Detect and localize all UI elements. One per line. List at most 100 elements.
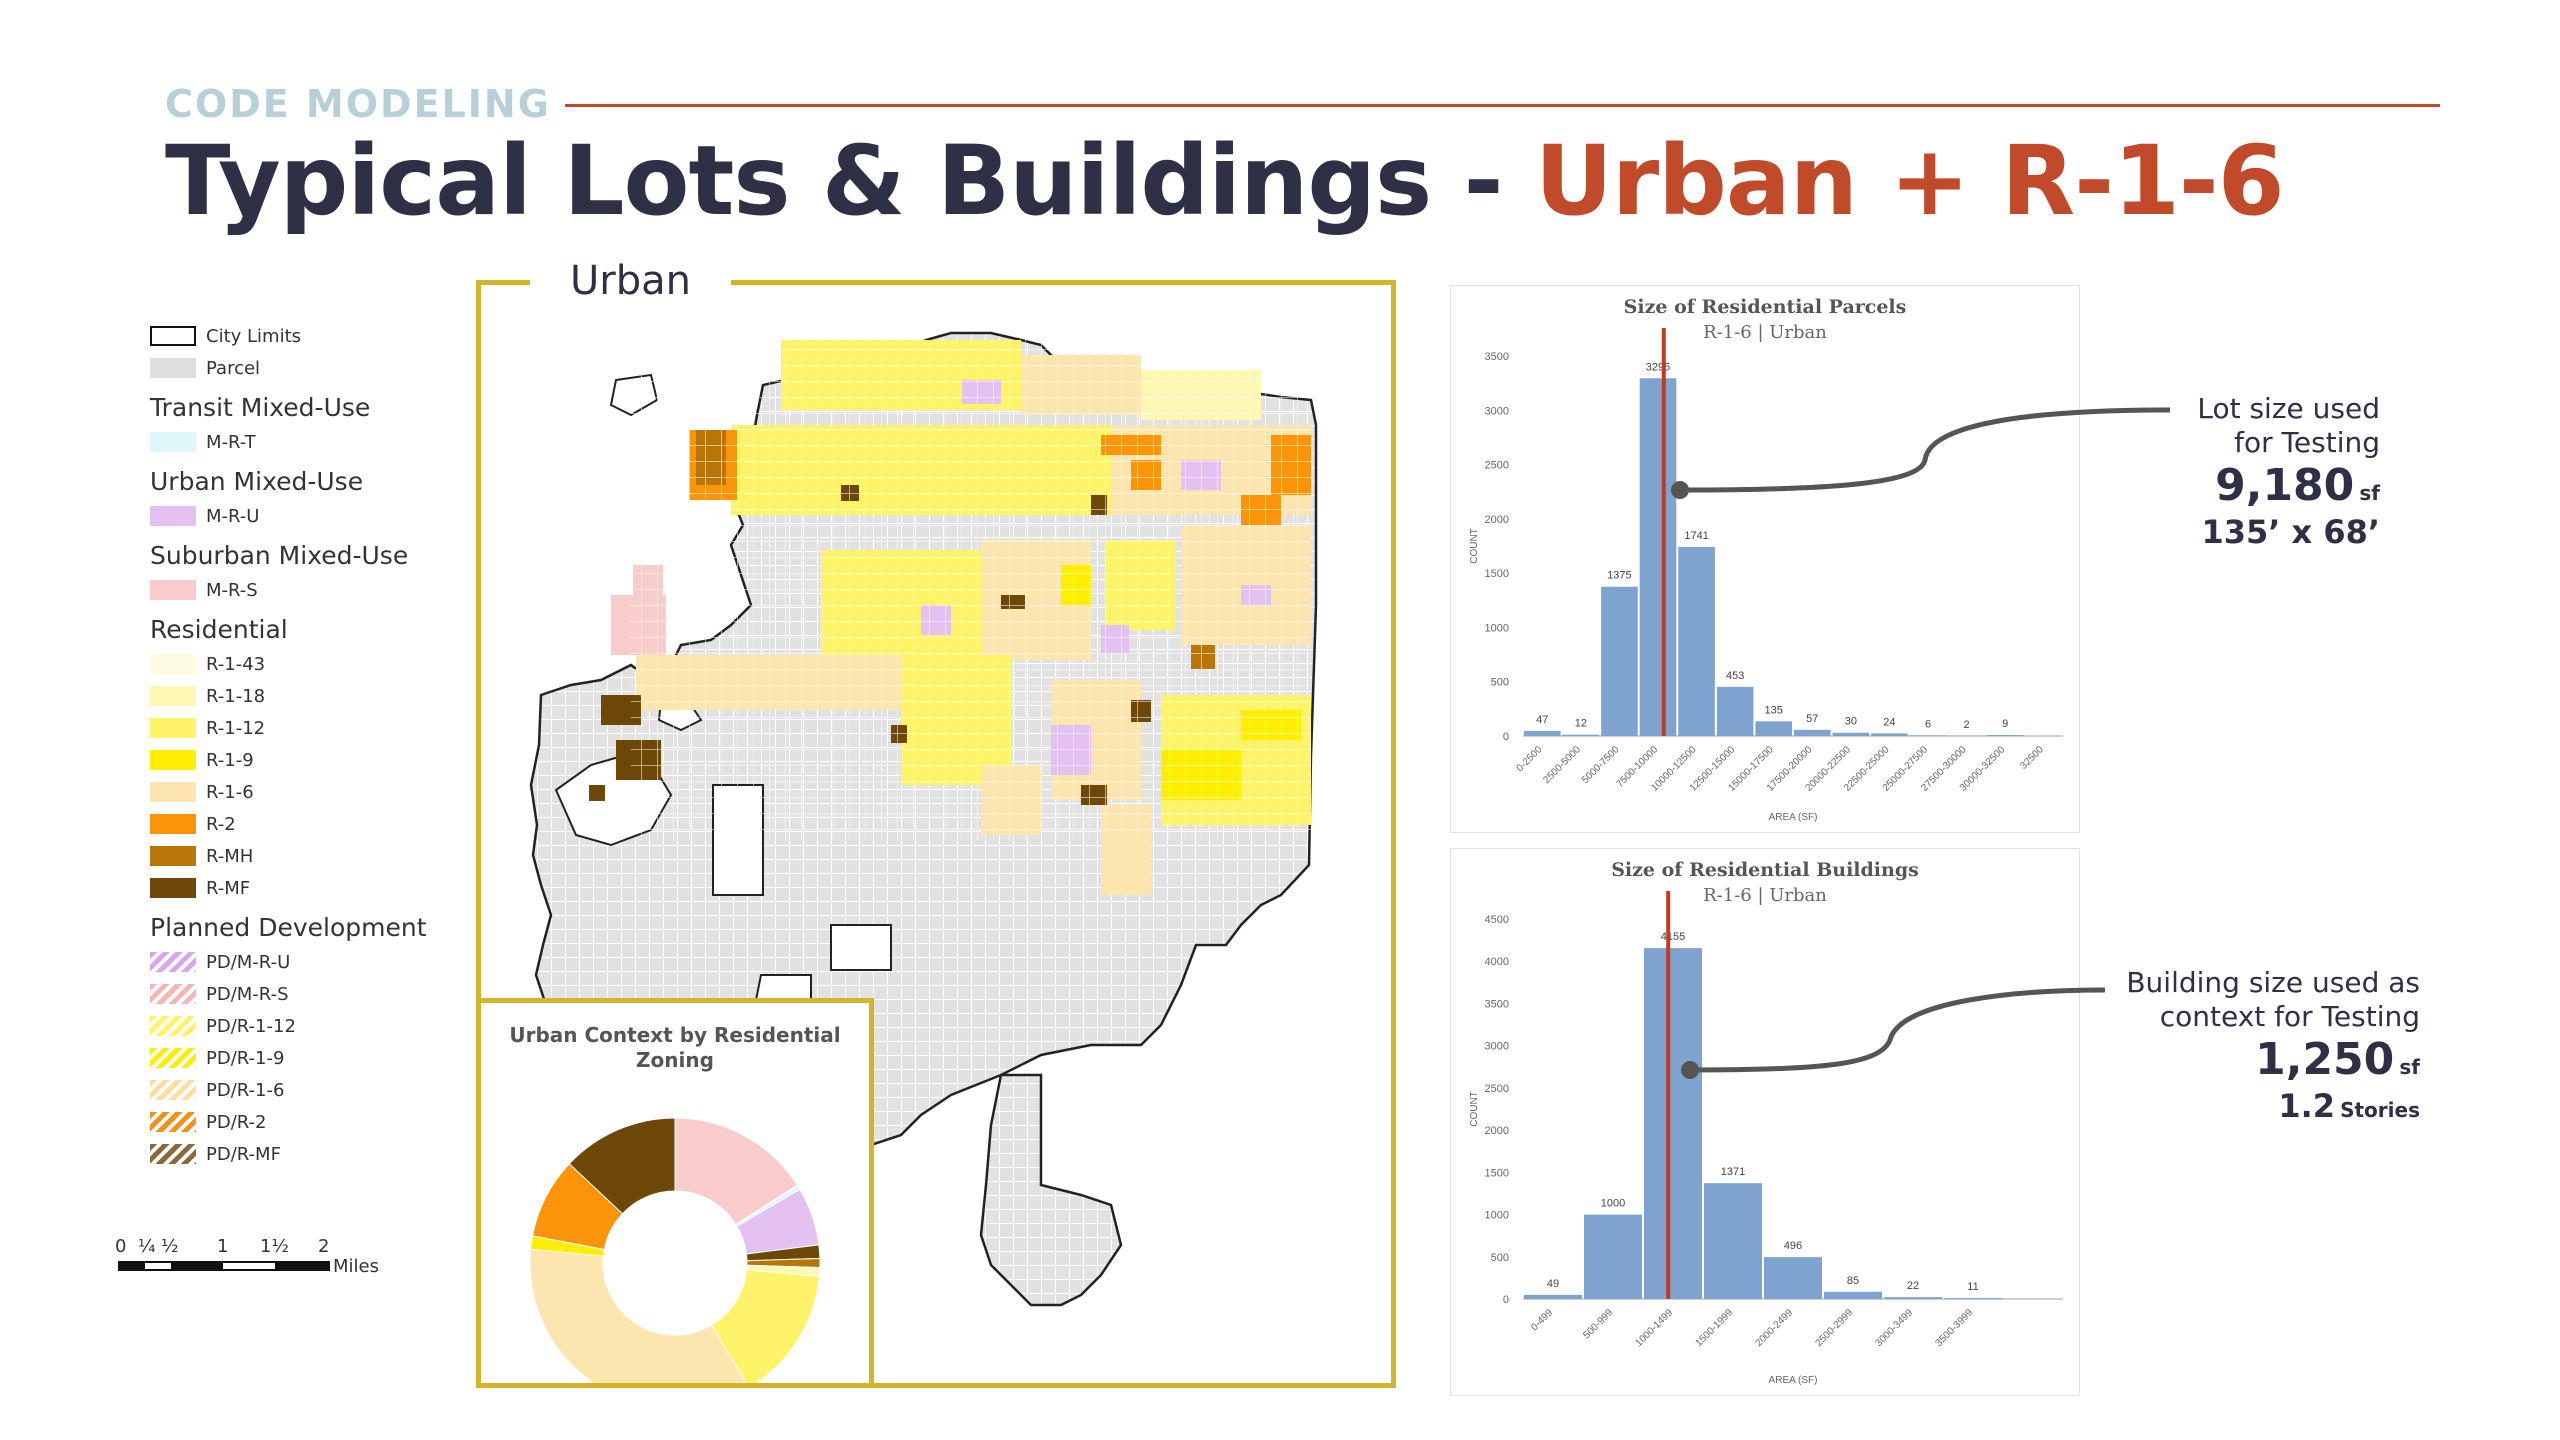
legend-item: R-1-9	[150, 744, 450, 776]
y-tick-label: 500	[1491, 1252, 1509, 1264]
legend-swatch	[150, 654, 196, 674]
y-tick-label: 0	[1503, 731, 1509, 743]
page-title: Typical Lots & Buildings - Urban + R-1-6	[165, 125, 2284, 237]
bar-data-label: 57	[1806, 713, 1818, 725]
lot-callout-line2: for Testing	[2234, 426, 2380, 459]
buildings-chart-panel: Size of Residential Buildings R-1-6 | Ur…	[1450, 848, 2080, 1396]
bar-6[interactable]	[1755, 721, 1792, 736]
parcels-histogram[interactable]: 0 500 1000 1500 2000 2500 3000 3500 COUNT 47 0-250…	[1451, 286, 2081, 834]
bar-data-label: 4155	[1661, 931, 1685, 943]
building-stories-label: Stories	[2340, 1098, 2420, 1122]
legend-item: R-MH	[150, 840, 450, 872]
bar-12[interactable]	[1986, 735, 2024, 736]
bar-0[interactable]	[1524, 1294, 1582, 1299]
bar-10[interactable]	[1909, 735, 1947, 736]
bar-data-label: 135	[1765, 704, 1783, 716]
legend-item: PD/R-1-9	[150, 1042, 450, 1074]
bar-2[interactable]	[1601, 586, 1638, 736]
bar-3[interactable]	[1639, 378, 1677, 736]
y-tick-label: 3500	[1485, 351, 1509, 363]
legend-swatch	[150, 878, 196, 898]
legend-item: City Limits	[150, 320, 450, 352]
bar-data-label: 30	[1845, 716, 1857, 728]
bar-data-label: 22	[1907, 1280, 1919, 1292]
y-tick-label: 2000	[1485, 1125, 1509, 1137]
legend-label: PD/R-2	[206, 1111, 267, 1133]
x-tick-label: 2500-5000	[1541, 744, 1583, 786]
parcels-chart-panel: Size of Residential Parcels R-1-6 | Urba…	[1450, 285, 2080, 833]
bar-4[interactable]	[1764, 1257, 1822, 1299]
buildings-histogram[interactable]: 0 500 1000 1500 2000 2500 3000 3500 4000 4500 COUN…	[1451, 849, 2081, 1397]
bar-7[interactable]	[1794, 729, 1831, 736]
title-accent: Urban + R-1-6	[1534, 125, 2285, 237]
legend-swatch	[150, 814, 196, 834]
legend-swatch	[150, 1048, 196, 1068]
legend-item: PD/R-2	[150, 1106, 450, 1138]
lot-size-callout: Lot size used for Testing 9,180 sf 135’ …	[2150, 392, 2380, 552]
zoning-donut-chart[interactable]	[481, 1083, 869, 1383]
bar-0[interactable]	[1524, 730, 1561, 736]
bar-6[interactable]	[1884, 1297, 1942, 1299]
bar-2[interactable]	[1644, 948, 1702, 1299]
x-tick-label: 32500	[2018, 744, 2046, 772]
legend-label: M-R-T	[206, 431, 256, 453]
section-eyebrow: CODE MODELING	[165, 82, 551, 126]
zoning-map[interactable]	[481, 285, 1391, 1383]
legend-item: Parcel	[150, 352, 450, 384]
x-axis-label: AREA (SF)	[1769, 1375, 1818, 1386]
bar-data-label: 9	[2002, 718, 2008, 730]
legend-label: R-1-43	[206, 653, 266, 675]
legend-item: M-R-T	[150, 426, 450, 458]
bar-7[interactable]	[1944, 1298, 2002, 1299]
legend-swatch	[150, 432, 196, 452]
bar-4[interactable]	[1678, 546, 1715, 736]
bar-1[interactable]	[1584, 1214, 1642, 1299]
x-tick-label: 2000-2499	[1754, 1307, 1796, 1349]
donut-title: Urban Context by Residential Zoning	[509, 1023, 841, 1072]
x-tick-label: 1000-1499	[1634, 1307, 1676, 1349]
legend-swatch	[150, 686, 196, 706]
building-size-value: 1,250	[2255, 1034, 2395, 1085]
bar-5[interactable]	[1824, 1291, 1882, 1299]
legend-swatch	[150, 1016, 196, 1036]
legend-swatch	[150, 1080, 196, 1100]
donut-inset: Urban Context by Residential Zoning	[476, 998, 874, 1388]
legend-item: PD/R-MF	[150, 1138, 450, 1170]
y-tick-label: 4000	[1485, 956, 1509, 968]
scale-tick-quarter: ¼	[138, 1236, 155, 1257]
legend-swatch	[150, 750, 196, 770]
y-tick-label: 4500	[1485, 914, 1509, 926]
buildings-chart-subtitle: R-1-6 | Urban	[1703, 885, 1827, 906]
donut-slice-10[interactable]	[568, 1117, 676, 1215]
bar-8[interactable]	[1832, 732, 1870, 736]
legend-swatch	[150, 952, 196, 972]
bar-5[interactable]	[1716, 686, 1754, 736]
legend-heading: Planned Development	[150, 913, 427, 942]
legend-swatch	[150, 782, 196, 802]
bar-data-label: 85	[1847, 1275, 1859, 1287]
legend-label: M-R-S	[206, 579, 258, 601]
donut-slice-6[interactable]	[710, 1269, 820, 1383]
y-axis-label: COUNT	[1469, 528, 1480, 564]
bar-data-label: 496	[1784, 1240, 1802, 1252]
scale-unit: Miles	[333, 1256, 379, 1277]
y-tick-label: 1500	[1485, 568, 1509, 580]
y-axis-label: COUNT	[1469, 1091, 1480, 1127]
bar-data-label: 24	[1883, 716, 1895, 728]
bar-1[interactable]	[1562, 734, 1600, 736]
legend-item: R-1-12	[150, 712, 450, 744]
legend-item: PD/M-R-S	[150, 978, 450, 1010]
legend-item: R-2	[150, 808, 450, 840]
legend-swatch	[150, 846, 196, 866]
y-tick-label: 500	[1491, 677, 1509, 689]
legend-item: R-MF	[150, 872, 450, 904]
bar-data-label: 12	[1575, 718, 1587, 730]
bar-3[interactable]	[1704, 1183, 1762, 1299]
bar-9[interactable]	[1871, 733, 1908, 736]
legend-swatch	[150, 506, 196, 526]
scale-tick-0: 0	[115, 1236, 126, 1257]
building-size-callout: Building size used as context for Testin…	[2090, 966, 2420, 1126]
legend-heading: Residential	[150, 615, 288, 644]
legend-label: PD/R-1-12	[206, 1015, 296, 1037]
donut-slice-7[interactable]	[529, 1248, 749, 1383]
